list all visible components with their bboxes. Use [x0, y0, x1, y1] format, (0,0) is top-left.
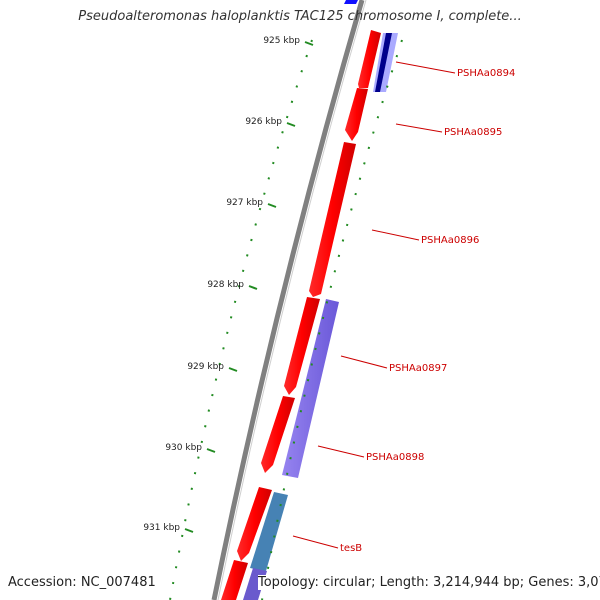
kbp-tick-mark: [184, 528, 194, 533]
gene-label-leader: [395, 123, 443, 133]
kbp-tick-label: 927 kbp: [226, 198, 263, 208]
kbp-tick-label: 929 kbp: [187, 362, 224, 372]
kbp-tick-mark: [286, 122, 296, 127]
forward-gene-track: [221, 30, 381, 600]
gene-label[interactable]: PSHAa0897: [389, 363, 447, 374]
reverse-gene-track: [243, 33, 398, 600]
kbp-tick-label: 925 kbp: [263, 36, 300, 46]
gene-label-leader: [371, 229, 420, 241]
gene-label-group: PSHAa0894 PSHAa0895 PSHAa0896 PSHAa0897 PSHA…: [292, 61, 515, 554]
gene-label-leader: [395, 61, 456, 74]
gene-feature: [261, 396, 295, 473]
gene-label[interactable]: PSHAa0898: [366, 452, 424, 463]
gene-label[interactable]: tesB: [340, 543, 362, 554]
gene-feature: [375, 33, 392, 92]
backbone-arc: [211, 0, 365, 600]
kbp-tick-group: 925 kbp 926 kbp 927 kbp 928 kbp 929 kbp 930 k…: [143, 36, 314, 533]
kbp-tick-mark: [304, 41, 314, 46]
kbp-tick-label: 930 kbp: [165, 443, 202, 453]
gene-label[interactable]: PSHAa0894: [457, 68, 515, 79]
gene-feature: [282, 299, 339, 478]
topology-text: Topology: circular; Length: 3,214,944 bp…: [258, 575, 600, 590]
kbp-tick-mark: [267, 203, 277, 208]
gene-feature: [358, 30, 381, 88]
gene-feature: [237, 487, 272, 561]
gene-feature: [345, 88, 368, 141]
gene-label[interactable]: PSHAa0895: [444, 127, 502, 138]
kbp-tick-label: 931 kbp: [143, 523, 180, 533]
accession-text: Accession: NC_007481: [8, 575, 156, 590]
gene-feature: [309, 142, 356, 297]
kbp-tick-mark: [228, 367, 238, 372]
gene-feature: [221, 560, 248, 600]
backbone-inner-arc: [217, 0, 367, 600]
kbp-tick-label: 928 kbp: [207, 280, 244, 290]
gene-feature: [250, 492, 288, 571]
gene-label-leader: [292, 535, 339, 549]
gene-label-leader: [317, 445, 365, 458]
gene-top-fragment: [344, 0, 358, 4]
map-title: Pseudoalteromonas haloplanktis TAC125 ch…: [78, 9, 522, 24]
kbp-tick-label: 926 kbp: [245, 117, 282, 127]
gene-label[interactable]: PSHAa0896: [421, 235, 479, 246]
kbp-tick-mark: [206, 448, 216, 453]
gene-label-leader: [340, 355, 388, 369]
kbp-tick-mark: [248, 285, 258, 290]
gene-feature: [284, 297, 320, 395]
